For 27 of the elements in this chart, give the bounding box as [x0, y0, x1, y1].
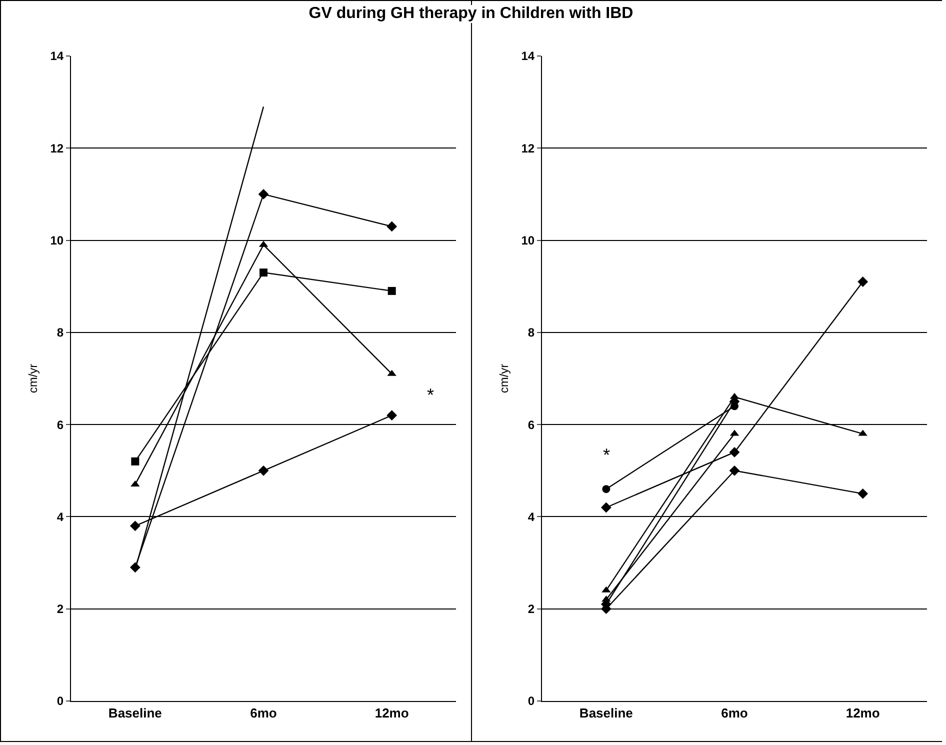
y-tick-label: 0 — [528, 694, 535, 708]
y-tick-label: 4 — [528, 510, 535, 524]
x-tick-label: Baseline — [108, 706, 162, 721]
y-tick-label: 10 — [50, 233, 64, 248]
y-axis-title: cm/yr — [26, 364, 40, 394]
y-tick-label: 14 — [521, 49, 535, 64]
y-tick-label: 2 — [528, 602, 535, 616]
y-tick-label: 6 — [528, 418, 535, 432]
chart-title: GV during GH therapy in Children with IBD — [304, 5, 638, 23]
x-tick-label: 6mo — [250, 706, 277, 721]
annotation: * — [603, 445, 610, 465]
x-tick-label: Baseline — [579, 706, 633, 721]
y-tick-label: 10 — [521, 233, 535, 248]
y-tick-label: 6 — [56, 418, 64, 432]
x-tick-label: 12mo — [846, 706, 880, 721]
y-tick-label: 0 — [56, 694, 64, 708]
x-tick-label: 12mo — [374, 706, 409, 721]
x-tick-label: 6mo — [721, 706, 748, 721]
y-tick-label: 4 — [56, 510, 64, 524]
y-tick-label: 12 — [521, 141, 535, 156]
y-tick-label: 2 — [56, 602, 64, 616]
annotation: * — [427, 385, 434, 405]
y-axis-title: cm/yr — [497, 364, 511, 394]
y-tick-label: 8 — [56, 326, 64, 340]
y-tick-label: 12 — [50, 141, 64, 156]
y-tick-label: 14 — [50, 49, 64, 64]
y-tick-label: 8 — [528, 326, 535, 340]
